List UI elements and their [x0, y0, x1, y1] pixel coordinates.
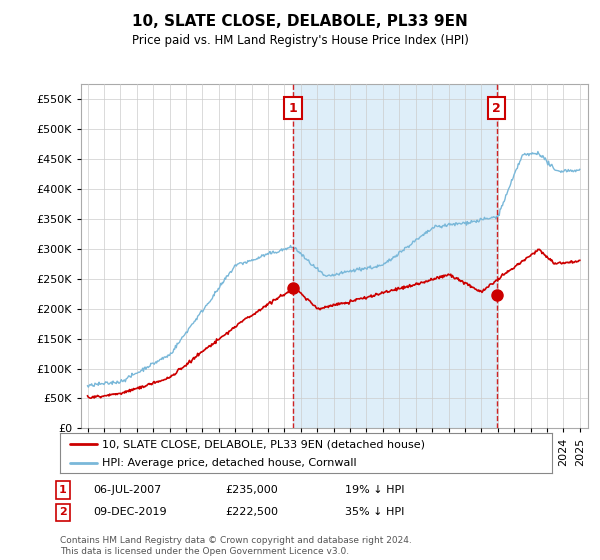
Text: 10, SLATE CLOSE, DELABOLE, PL33 9EN: 10, SLATE CLOSE, DELABOLE, PL33 9EN — [132, 14, 468, 29]
Text: 09-DEC-2019: 09-DEC-2019 — [93, 507, 167, 517]
Text: 2: 2 — [59, 507, 67, 517]
Text: Price paid vs. HM Land Registry's House Price Index (HPI): Price paid vs. HM Land Registry's House … — [131, 34, 469, 46]
Text: £222,500: £222,500 — [225, 507, 278, 517]
Text: 35% ↓ HPI: 35% ↓ HPI — [345, 507, 404, 517]
Text: 19% ↓ HPI: 19% ↓ HPI — [345, 485, 404, 495]
Text: 1: 1 — [59, 485, 67, 495]
Text: HPI: Average price, detached house, Cornwall: HPI: Average price, detached house, Corn… — [102, 458, 356, 468]
Bar — [293, 84, 497, 428]
Text: 1: 1 — [289, 101, 298, 115]
Text: 10, SLATE CLOSE, DELABOLE, PL33 9EN (detached house): 10, SLATE CLOSE, DELABOLE, PL33 9EN (det… — [102, 439, 425, 449]
Text: 06-JUL-2007: 06-JUL-2007 — [93, 485, 161, 495]
Text: Contains HM Land Registry data © Crown copyright and database right 2024.
This d: Contains HM Land Registry data © Crown c… — [60, 536, 412, 556]
Text: 2: 2 — [492, 101, 501, 115]
Text: £235,000: £235,000 — [225, 485, 278, 495]
